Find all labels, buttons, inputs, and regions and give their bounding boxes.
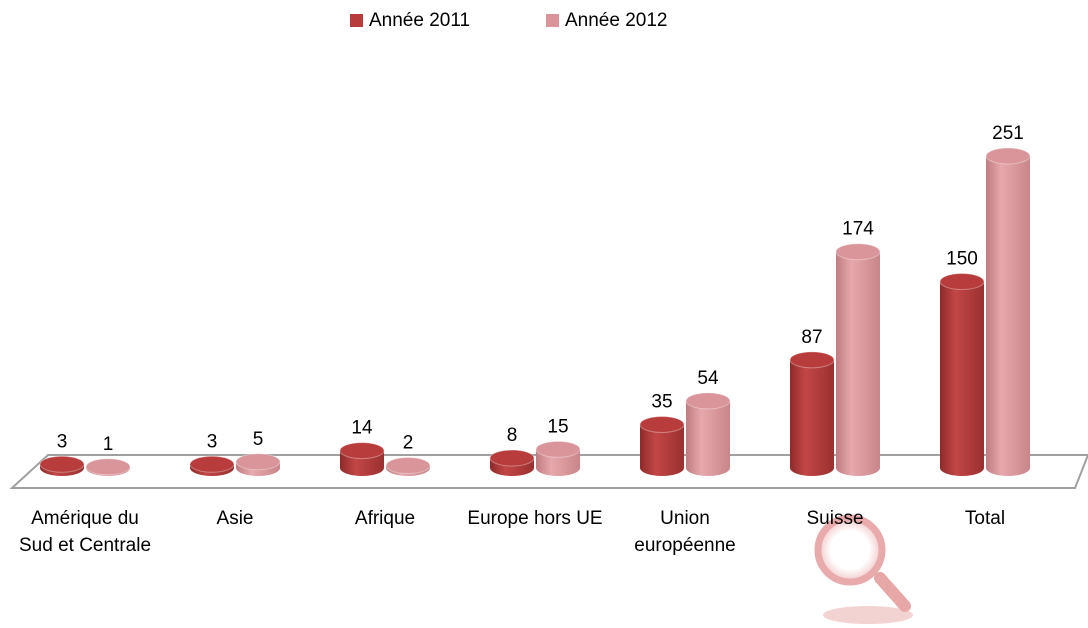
data-label: 1 — [103, 434, 114, 455]
floor — [9, 454, 1088, 489]
bar-cap — [385, 457, 431, 475]
legend-swatch — [350, 14, 363, 27]
bar-cap — [339, 442, 385, 460]
bar-cap — [939, 273, 985, 291]
data-label: 15 — [547, 416, 568, 437]
bar — [686, 400, 730, 468]
data-label: 14 — [351, 418, 373, 439]
bar — [940, 281, 984, 468]
bar — [986, 156, 1030, 468]
x-tick-label: Europe hors UE — [467, 508, 603, 529]
bar-cap — [235, 453, 281, 471]
x-tick-label: Total — [964, 508, 1006, 529]
bar-cap — [535, 440, 581, 458]
legend-swatch — [546, 14, 559, 27]
bar — [790, 359, 834, 468]
bar-cap — [85, 458, 131, 476]
data-label: 54 — [697, 368, 719, 389]
x-tick-label: Suisse — [806, 508, 864, 529]
bar-cap — [39, 455, 85, 473]
bar — [836, 251, 880, 468]
data-label: 5 — [253, 429, 264, 450]
magnifier-icon — [814, 514, 913, 624]
data-label: 150 — [946, 249, 978, 270]
data-label: 3 — [207, 431, 218, 452]
data-label: 251 — [992, 123, 1024, 144]
bar-cap — [639, 415, 685, 433]
x-tick-label: Amérique du Sud et Centrale — [18, 508, 152, 556]
legend-label: Année 2011 — [369, 10, 470, 31]
x-tick-label: Asie — [216, 508, 254, 529]
bar-cap — [189, 455, 235, 473]
legend-label: Année 2012 — [565, 10, 668, 31]
data-label: 8 — [507, 425, 518, 446]
data-label: 2 — [403, 433, 414, 454]
data-label: 35 — [651, 392, 672, 413]
bar-cap — [789, 351, 835, 369]
data-label: 87 — [801, 327, 822, 348]
data-label: 3 — [57, 431, 68, 452]
bar-cap — [489, 449, 535, 467]
bar-cap — [835, 243, 881, 261]
bar-cap — [685, 392, 731, 410]
x-tick-label: Afrique — [354, 508, 416, 529]
x-tick-label: Union européenne — [634, 508, 736, 556]
bar-cap — [985, 147, 1031, 165]
data-label: 174 — [842, 219, 874, 240]
